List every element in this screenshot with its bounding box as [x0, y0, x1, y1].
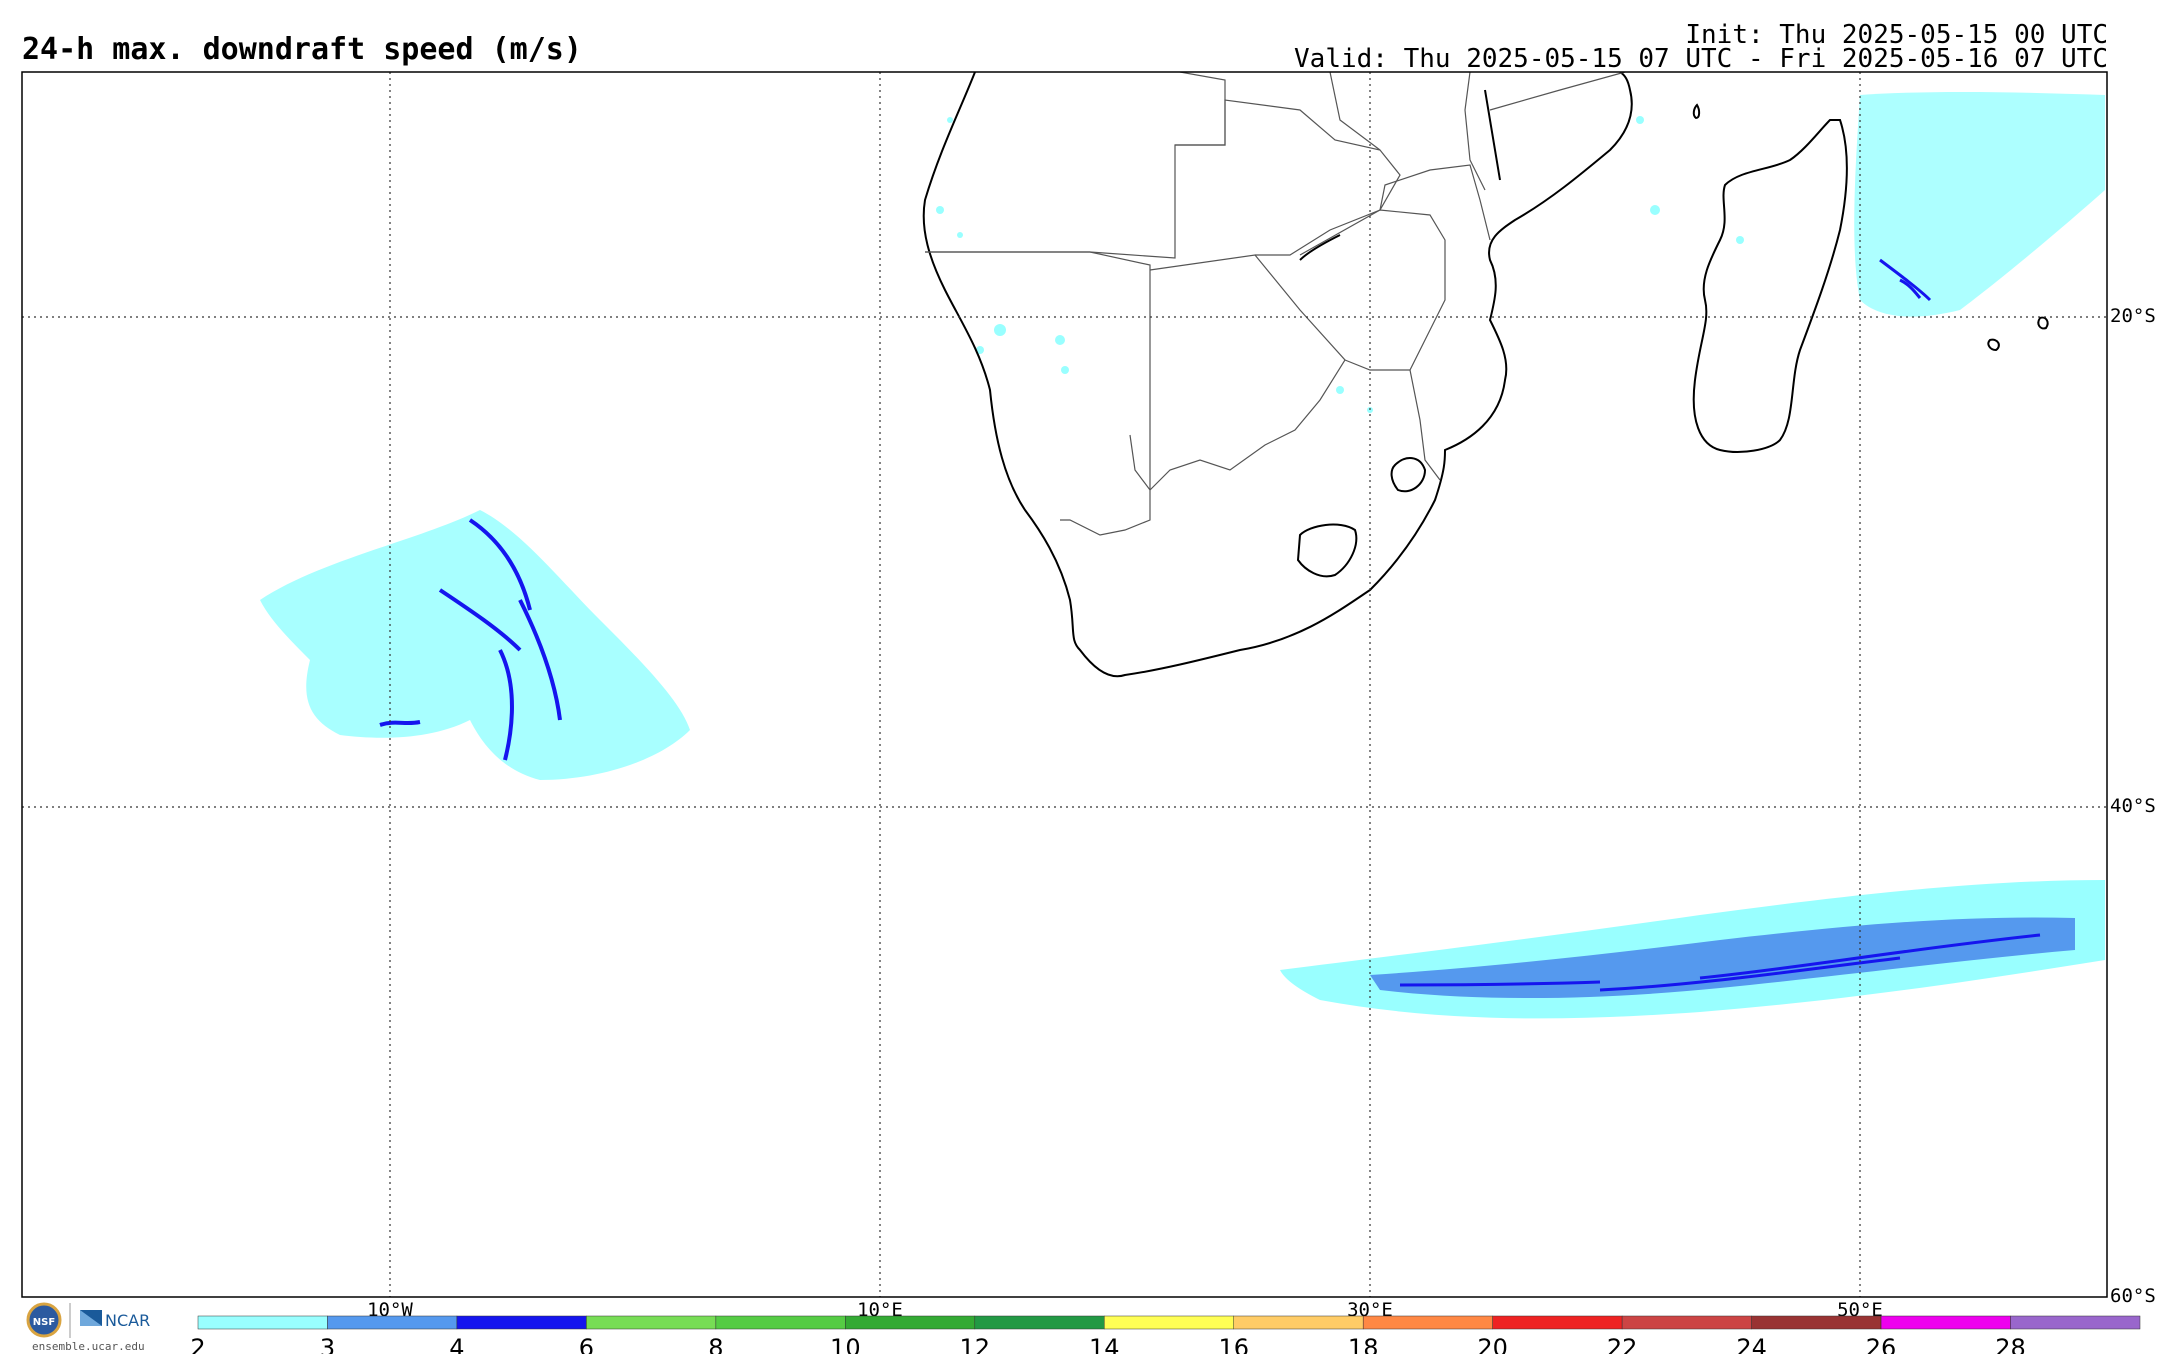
- lesotho-border: [1296, 523, 1358, 578]
- colorbar-tick-label: 14: [1089, 1334, 1120, 1354]
- colorbar-swatch: [1492, 1315, 1623, 1330]
- downdraft-band-streak: [1399, 933, 2041, 992]
- lat-label: 40°S: [2110, 795, 2156, 817]
- colorbar-swatch: [1104, 1315, 1234, 1330]
- mauritius: [1987, 338, 2000, 352]
- lon-label: 10°E: [857, 1299, 903, 1321]
- colorbar-tick-label: 6: [579, 1334, 594, 1354]
- eswatini-border: [1390, 457, 1427, 493]
- colorbar-swatch: [586, 1315, 717, 1330]
- colorbar-swatch: [456, 1315, 587, 1330]
- downdraft-africa-specks: [936, 116, 1744, 413]
- madagascar-coast: [1692, 119, 1848, 453]
- downdraft-field: [260, 91, 2105, 1019]
- logos: NSF NCAR ensemble.ucar.edu: [26, 1302, 150, 1353]
- colorbar-swatch: [1621, 1315, 1752, 1330]
- colorbar-tick-label: 8: [708, 1334, 723, 1354]
- colorbar-tick-label: 24: [1736, 1334, 1767, 1354]
- colorbar-swatch: [715, 1315, 846, 1330]
- valid-time: Valid: Thu 2025-05-15 07 UTC - Fri 2025-…: [1294, 44, 2108, 74]
- colorbar-swatch: [1751, 1315, 1882, 1330]
- downdraft-band-core: [1370, 917, 2075, 999]
- tanzania-border: [1329, 72, 1626, 151]
- colorbar-tick-label: 2: [190, 1334, 205, 1354]
- lon-label: 30°E: [1347, 1299, 1393, 1321]
- ncar-logo-accent: [80, 1310, 102, 1326]
- lat-label: 60°S: [2110, 1285, 2156, 1307]
- colorbar-swatch: [845, 1315, 976, 1330]
- gridlines: [22, 72, 2107, 1297]
- nsf-logo: [26, 1302, 62, 1338]
- africa-coast: [922, 72, 1633, 678]
- colorbar-tick-label: 18: [1348, 1334, 1379, 1354]
- colorbar-tick-label: 28: [1995, 1334, 2026, 1354]
- malawi-border: [1464, 72, 1486, 191]
- colorbar-swatch: [1362, 1315, 1493, 1330]
- colorbar: 2 3 4 6 8 10 12 14 16 18 20 22 24 26 28: [190, 1315, 2141, 1354]
- namibia-border: [925, 251, 1151, 536]
- lake-malawi: [1484, 89, 1501, 181]
- colorbar-swatch: [974, 1315, 1105, 1330]
- colorbar-swatch: [1880, 1315, 2011, 1330]
- colorbar-tick-label: 20: [1477, 1334, 1508, 1354]
- lon-label: 10°W: [367, 1299, 413, 1321]
- map-title: 24-h max. downdraft speed (m/s): [22, 32, 582, 67]
- angola-border: [925, 72, 1226, 259]
- colorbar-swatch: [1233, 1315, 1364, 1330]
- colorbar-tick-label: 22: [1607, 1334, 1638, 1354]
- downdraft-cyclone-core: [379, 518, 562, 761]
- colorbar-tick-label: 16: [1218, 1334, 1249, 1354]
- nsf-logo-text: NSF: [33, 1317, 55, 1328]
- reunion: [2037, 316, 2049, 330]
- colorbar-swatch: [2010, 1315, 2141, 1330]
- mozambique-border: [1379, 164, 1491, 481]
- init-time: Init: Thu 2025-05-15 00 UTC: [1685, 20, 2108, 50]
- downdraft-ne-core: [1879, 258, 1932, 302]
- colorbar-swatch: [197, 1315, 328, 1330]
- comoros: [1692, 103, 1701, 120]
- axis-labels: 10°W 10°E 30°E 50°E 20°S 40°S 60°S: [367, 305, 2156, 1321]
- botswana-border: [1129, 254, 1346, 491]
- ncar-logo-text: NCAR: [105, 1311, 150, 1330]
- lon-label: 50°E: [1837, 1299, 1883, 1321]
- zimbabwe-border: [1299, 209, 1446, 371]
- colorbar-swatch: [327, 1315, 458, 1330]
- downdraft-cyclone: [260, 510, 690, 780]
- zambia-border: [1175, 99, 1401, 256]
- map-frame: [21, 71, 2108, 1298]
- lake-kariba: [1299, 234, 1341, 261]
- colorbar-tick-label: 4: [449, 1334, 464, 1354]
- colorbar-tick-label: 12: [960, 1334, 991, 1354]
- lat-label: 20°S: [2110, 305, 2156, 327]
- logo-url: ensemble.ucar.edu: [32, 1340, 145, 1353]
- colorbar-tick-label: 26: [1866, 1334, 1897, 1354]
- colorbar-tick-label: 10: [830, 1334, 861, 1354]
- country-borders: [925, 72, 1626, 536]
- coastlines: [922, 72, 2049, 678]
- colorbar-tick-label: 3: [320, 1334, 335, 1354]
- downdraft-ne-cluster: [1854, 91, 2105, 317]
